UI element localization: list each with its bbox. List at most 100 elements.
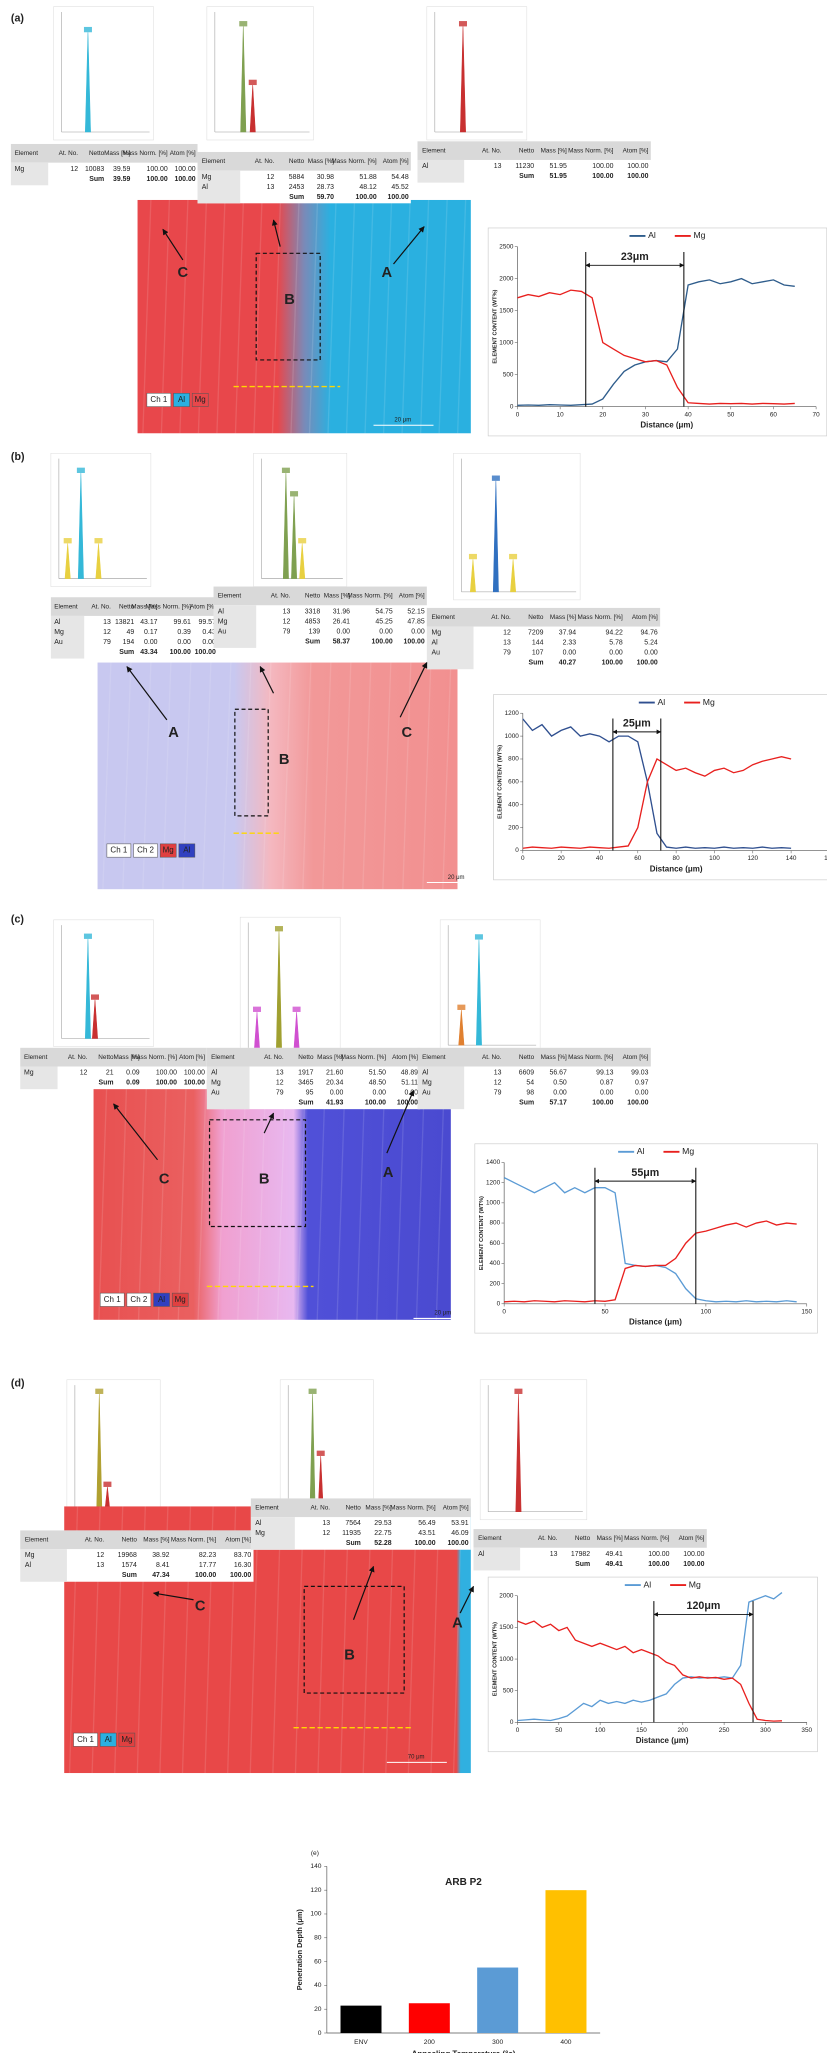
- table-cell: 37.94: [559, 630, 576, 637]
- x-tick-label: 70: [813, 411, 821, 418]
- table-header-bg: [10, 143, 198, 163]
- table-cell: 5.78: [609, 640, 623, 647]
- table-cell: Mg: [15, 166, 25, 173]
- table-cell: 2453: [289, 184, 305, 191]
- table-label-col: [20, 1066, 58, 1090]
- texture: [401, 199, 411, 434]
- table-cell: 51.50: [369, 1070, 386, 1077]
- table-header-cell: Element: [255, 1504, 279, 1511]
- legend-label: Mg: [682, 1146, 694, 1156]
- table-cell: 5884: [289, 174, 305, 181]
- y-tick-label: 1000: [505, 733, 520, 740]
- spectrum-peak: [85, 938, 91, 1039]
- table-cell: 0.00: [337, 628, 351, 635]
- table-cell: 7564: [345, 1520, 361, 1527]
- table-header-cell: Mass Norm. [%]: [331, 158, 377, 165]
- table-cell: 3318: [305, 608, 321, 615]
- table-cell: 82.23: [199, 1552, 216, 1559]
- x-tick-label: 300: [492, 2039, 503, 2046]
- texture: [322, 662, 332, 890]
- table-cell: 0.09: [126, 1070, 140, 1077]
- spectrum-frame: [426, 6, 528, 141]
- y-tick-label: 40: [314, 1982, 322, 1989]
- legend-chip-label: Al: [178, 395, 185, 404]
- peak-tag: [290, 491, 299, 497]
- table-cell: 21.60: [326, 1070, 343, 1077]
- texture: [271, 199, 282, 434]
- table-header-cell: Mass [%]: [308, 158, 334, 165]
- table-cell: 51.95: [549, 173, 566, 180]
- table-cell: 46.09: [451, 1530, 468, 1537]
- table-cell: Au: [431, 650, 440, 657]
- table-cell: Sum: [89, 176, 104, 183]
- table-cell: 1917: [298, 1070, 314, 1077]
- table-cell: 0.00: [644, 650, 658, 657]
- table-cell: 13: [503, 640, 511, 647]
- spectrum-frame: [253, 452, 348, 587]
- table-header-bg: [426, 607, 661, 627]
- legend-chip-label: Ch 2: [130, 1295, 147, 1304]
- table-header-cell: At. No.: [255, 158, 275, 165]
- pointer-arrow: [152, 1591, 194, 1601]
- y-axis-label: ELEMENT CONTENT (WT%): [498, 745, 504, 819]
- table-cell: 2.33: [563, 640, 577, 647]
- texture: [142, 199, 152, 434]
- table-header-cell: Netto: [119, 603, 135, 610]
- table-header-cell: Netto: [122, 1536, 138, 1543]
- table-cell: 43.34: [140, 649, 157, 656]
- table-cell: 56.49: [418, 1520, 435, 1527]
- table-cell: Au: [218, 628, 227, 635]
- table-header-cell: Mass [%]: [550, 614, 576, 621]
- table-cell: 13: [494, 163, 502, 170]
- texture: [294, 1506, 305, 1774]
- table-header-cell: Netto: [575, 1535, 591, 1542]
- texture: [290, 199, 300, 434]
- region-label: B: [279, 752, 290, 768]
- series-line: [504, 1220, 797, 1303]
- table-cell: 79: [503, 650, 511, 657]
- legend-chip: [99, 1732, 117, 1747]
- texture: [242, 662, 252, 890]
- x-axis-label: Annealing Temperature (°c): [412, 2049, 516, 2053]
- table-cell: 12: [276, 1080, 284, 1087]
- table-cell: 1574: [121, 1562, 137, 1569]
- texture: [272, 1506, 282, 1774]
- table-cell: 100.00: [195, 649, 216, 656]
- table-cell: 99.03: [631, 1070, 648, 1077]
- table-header-cell: Element: [24, 1054, 48, 1061]
- x-tick-label: 150: [636, 1727, 647, 1734]
- table-cell: Al: [218, 608, 225, 615]
- table-cell: 99.13: [596, 1070, 613, 1077]
- y-tick-label: 800: [508, 756, 519, 763]
- table-cell: 6609: [519, 1070, 535, 1077]
- table-header-cell: Element: [15, 150, 39, 157]
- table-cell: 100.00: [592, 163, 613, 170]
- spectrum-frame: [453, 452, 581, 601]
- texture: [342, 662, 352, 890]
- table-cell: Al: [478, 1551, 485, 1558]
- table-header-bg: [197, 151, 411, 171]
- table-cell: Al: [25, 1562, 32, 1569]
- texture: [302, 662, 312, 890]
- table-cell: Mg: [422, 1080, 432, 1087]
- table-cell: 0.17: [144, 629, 158, 636]
- table-cell: 0.00: [609, 650, 623, 657]
- table-cell: Mg: [255, 1530, 265, 1537]
- table-cell: 79: [494, 1090, 502, 1097]
- table-header-cell: Atom [%]: [190, 603, 216, 610]
- x-tick-label: 100: [709, 855, 720, 862]
- table-cell: Sum: [528, 660, 543, 667]
- table-cell: Sum: [519, 173, 534, 180]
- table-cell: 12: [283, 618, 291, 625]
- legend-chip-label: Al: [183, 846, 190, 855]
- table-header-cell: At. No.: [91, 603, 111, 610]
- table-cell: Al: [54, 619, 61, 626]
- table-cell: 38.92: [152, 1552, 169, 1559]
- table-header-cell: Netto: [289, 158, 305, 165]
- width-annotation: 25μm: [623, 718, 651, 730]
- y-tick-label: 1200: [486, 1179, 501, 1186]
- peak-tag: [94, 538, 103, 544]
- peak-tag: [83, 26, 92, 33]
- pointer-arrow: [386, 1089, 415, 1154]
- legend-label: Mg: [703, 697, 715, 707]
